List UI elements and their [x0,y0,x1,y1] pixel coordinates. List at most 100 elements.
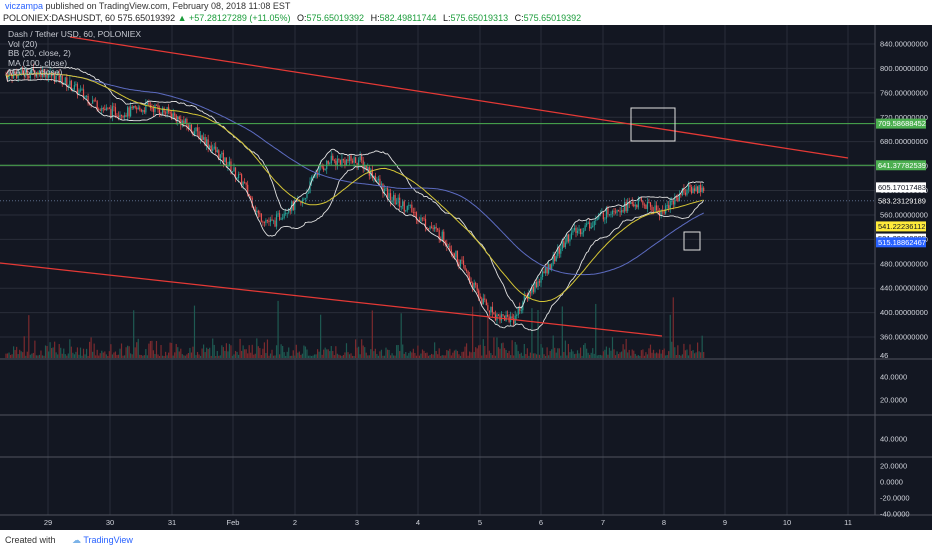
legend-ma100[interactable]: MA (100, close) [8,57,68,68]
volume-bar [289,355,291,358]
candle-body [415,212,417,220]
volume-bar [403,353,405,358]
candle-body [552,255,554,265]
candle-body [171,113,173,119]
candle-body [54,73,56,82]
candle-body [427,228,430,230]
candle-body [396,202,398,205]
candle-body [92,100,94,104]
candle-body [76,84,79,95]
volume-bar [294,355,296,358]
volume-bar [624,349,626,358]
indicator-axis-label: -20.0000 [880,494,910,503]
candle-body [578,228,580,231]
volume-bar [680,355,682,358]
candle-body [318,166,320,176]
candle-body [423,218,425,220]
volume-bar [95,355,97,358]
candle-body [402,201,404,207]
volume-bar [487,315,489,358]
candle-body [161,107,164,115]
candle-body [317,173,319,176]
candle-body [367,167,369,170]
candle-body [137,107,139,110]
volume-bar [241,350,243,358]
trendline-resistance [69,36,849,159]
candle-body [288,209,290,213]
candle-body [101,107,103,111]
candle-body [583,230,585,233]
chart-area[interactable]: 840.00000000 800.00000000 760.00000000 720.… [0,25,932,530]
candle-body [459,259,462,267]
tradingview-brand[interactable]: TradingView [83,535,133,545]
volume-bar [37,355,39,358]
candle-body [73,85,75,90]
volume-bar [353,355,355,358]
price-axis-label: 400.00000000 [880,308,928,317]
candle-body [282,217,284,219]
author-link[interactable]: viczampa [5,1,44,11]
volume-bar [563,351,565,358]
volume-bar [336,353,338,358]
candle-body [25,70,27,76]
price-tag: 641.37782539 [876,160,926,171]
volume-bar [561,306,563,358]
volume-bar [90,337,92,358]
volume-bar [98,355,100,358]
candle-body [43,69,45,77]
volume-bar [70,346,72,358]
volume-bar [434,342,436,358]
candle-body [93,100,95,102]
candle-body [374,175,376,182]
candle-body [371,169,373,179]
volume-bar [16,346,18,358]
volume-bar [500,343,503,358]
volume-bar [567,343,569,358]
candle-body [136,107,138,110]
volume-bar [198,354,200,358]
candle-body [210,145,212,151]
volume-bar [196,351,199,358]
candle-body [581,232,583,235]
volume-bar [672,297,674,358]
ma100-line [5,73,704,276]
candle-body [275,214,278,227]
legend-bollinger[interactable]: BB (20, close, 2) [8,48,71,59]
chart-canvas[interactable]: 840.00000000800.00000000760.00000000720.… [0,25,932,530]
candle-body [532,287,535,292]
time-axis-label: 30 [106,518,114,527]
volume-bar [418,355,421,358]
legend-volume[interactable]: Vol (20) [8,38,38,49]
price-tag-bg [876,118,926,129]
volume-bar [260,354,262,358]
volume-bar [441,355,443,358]
volume-bar [52,347,54,358]
candle-body [283,213,285,218]
candle-body [546,267,548,274]
volume-bar [662,349,664,358]
volume-bar [573,354,576,358]
candle-body [465,269,468,272]
candle-body [90,103,92,105]
volume-bar [256,338,258,358]
candle-body [99,109,101,111]
candle-body [484,298,486,300]
candle-body [134,105,136,108]
candle-body [181,120,183,126]
candle-body [418,220,421,222]
open-value: 575.65019392 [306,13,365,23]
candle-body [14,71,16,74]
candle-body [473,282,475,289]
price-tag: 541.22236112 [876,221,926,232]
volume-bar [389,355,392,358]
indicator-axis-label: 20.0000 [880,462,907,471]
volume-bar [537,310,539,358]
volume-bar [569,352,571,358]
candle-body [575,227,577,233]
volume-bar [5,353,7,358]
legend-ma50[interactable]: MA (50, close) [8,67,63,78]
indicator-axis-label: 40.0000 [880,373,907,382]
candle-body [593,220,595,226]
volume-bar [283,352,285,358]
volume-bar [409,351,411,358]
